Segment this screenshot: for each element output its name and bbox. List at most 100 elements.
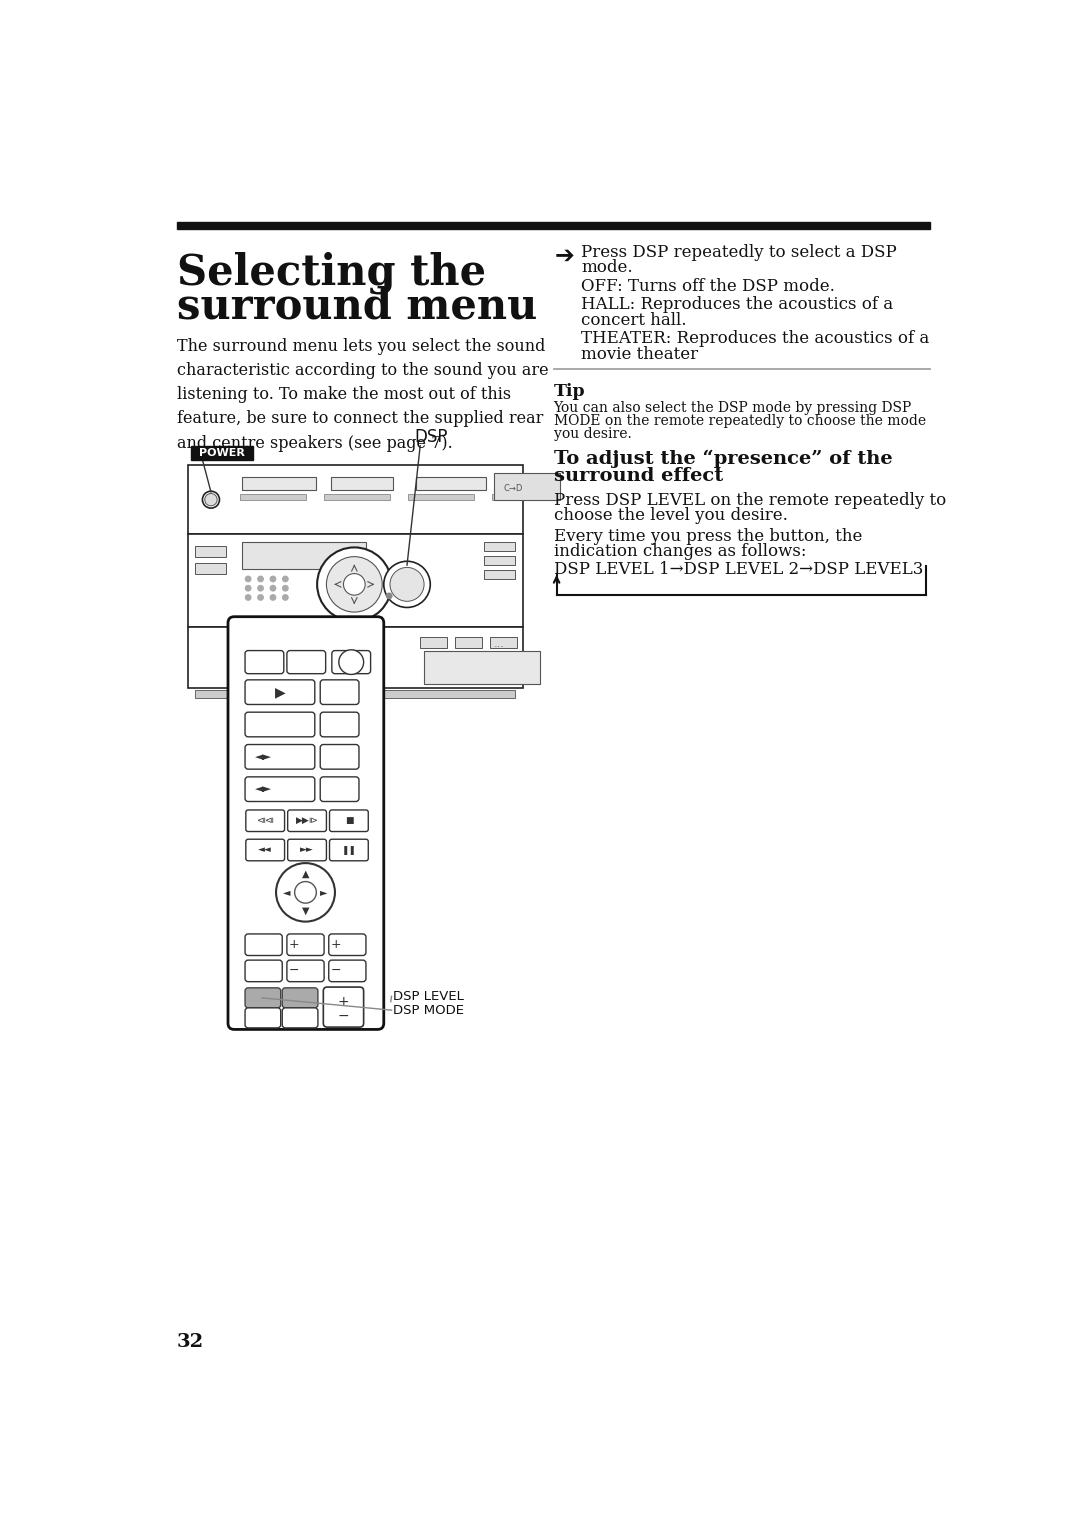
FancyBboxPatch shape [287, 934, 324, 955]
Bar [416, 477, 486, 491]
Circle shape [387, 593, 392, 598]
Text: surround effect: surround effect [554, 468, 723, 486]
FancyBboxPatch shape [246, 809, 284, 831]
FancyBboxPatch shape [321, 679, 359, 705]
FancyBboxPatch shape [287, 809, 326, 831]
Text: Press DSP LEVEL on the remote repeatedly to: Press DSP LEVEL on the remote repeatedly… [554, 492, 946, 509]
Bar [177, 222, 930, 228]
FancyBboxPatch shape [332, 650, 370, 673]
Circle shape [383, 561, 430, 607]
FancyBboxPatch shape [328, 934, 366, 955]
Bar [490, 636, 517, 648]
Bar [195, 690, 515, 698]
FancyBboxPatch shape [245, 777, 314, 802]
Ellipse shape [202, 491, 219, 507]
Bar [484, 556, 515, 566]
Bar [191, 446, 253, 460]
FancyBboxPatch shape [321, 745, 359, 770]
Text: ▼: ▼ [301, 906, 309, 915]
Circle shape [270, 595, 275, 599]
Text: Tip: Tip [554, 383, 585, 400]
Bar [491, 494, 557, 500]
FancyBboxPatch shape [245, 745, 314, 770]
Bar [332, 477, 393, 491]
FancyBboxPatch shape [246, 839, 284, 862]
Bar [455, 636, 482, 648]
Text: ➔: ➔ [555, 244, 575, 268]
Circle shape [258, 576, 264, 581]
Text: ⧏⧏: ⧏⧏ [256, 816, 274, 825]
Text: DSP MODE: DSP MODE [393, 1004, 464, 1016]
Bar [484, 570, 515, 579]
Text: OFF: Turns off the DSP mode.: OFF: Turns off the DSP mode. [581, 277, 835, 294]
FancyBboxPatch shape [321, 777, 359, 802]
Circle shape [270, 576, 275, 581]
Text: ◄►: ◄► [255, 785, 272, 794]
Circle shape [245, 586, 251, 590]
Bar [241, 494, 307, 500]
Text: ...: ... [494, 639, 504, 648]
Text: To adjust the “presence” of the: To adjust the “presence” of the [554, 449, 892, 468]
FancyBboxPatch shape [245, 1007, 281, 1029]
Circle shape [326, 556, 382, 612]
Text: ▶▶⧐: ▶▶⧐ [296, 816, 319, 825]
FancyBboxPatch shape [245, 650, 284, 673]
Text: DSP: DSP [414, 428, 447, 446]
FancyBboxPatch shape [323, 987, 364, 1027]
Bar [420, 636, 447, 648]
Text: ❚❚: ❚❚ [341, 846, 356, 854]
FancyBboxPatch shape [245, 934, 282, 955]
Text: POWER: POWER [199, 448, 245, 458]
Text: −: − [338, 1009, 349, 1023]
Circle shape [258, 586, 264, 590]
Text: ▶: ▶ [274, 685, 285, 699]
Bar [324, 494, 390, 500]
Text: Press DSP repeatedly to select a DSP: Press DSP repeatedly to select a DSP [581, 244, 897, 261]
Bar [408, 494, 474, 500]
Bar [424, 652, 540, 684]
FancyBboxPatch shape [287, 839, 326, 862]
Text: Selecting the: Selecting the [177, 251, 486, 294]
Text: The surround menu lets you select the sound
characteristic according to the soun: The surround menu lets you select the so… [177, 337, 549, 452]
Circle shape [258, 595, 264, 599]
FancyBboxPatch shape [287, 960, 324, 981]
FancyBboxPatch shape [282, 1007, 318, 1029]
Text: +: + [288, 938, 299, 950]
FancyBboxPatch shape [245, 960, 282, 981]
Text: surround menu: surround menu [177, 285, 537, 328]
Circle shape [343, 573, 365, 595]
FancyBboxPatch shape [245, 679, 314, 705]
Text: Every time you press the button, the: Every time you press the button, the [554, 529, 862, 546]
Text: ►►: ►► [300, 846, 314, 854]
Text: HALL: Reproduces the acoustics of a: HALL: Reproduces the acoustics of a [581, 296, 893, 313]
Circle shape [318, 547, 392, 621]
Text: MODE on the remote repeatedly to choose the mode: MODE on the remote repeatedly to choose … [554, 414, 926, 428]
Text: movie theater: movie theater [581, 345, 699, 363]
Text: you desire.: you desire. [554, 428, 631, 442]
FancyBboxPatch shape [228, 616, 383, 1030]
Text: You can also select the DSP mode by pressing DSP: You can also select the DSP mode by pres… [554, 402, 912, 415]
Text: +: + [338, 995, 349, 1009]
Bar [195, 546, 227, 556]
Circle shape [339, 650, 364, 675]
Circle shape [283, 576, 288, 581]
Bar [501, 477, 552, 491]
Text: −: − [288, 964, 299, 978]
Text: DSP LEVEL 1→DSP LEVEL 2→DSP LEVEL3: DSP LEVEL 1→DSP LEVEL 2→DSP LEVEL3 [554, 561, 923, 578]
Text: concert hall.: concert hall. [581, 311, 687, 328]
Text: C→D: C→D [503, 483, 523, 492]
Text: mode.: mode. [581, 259, 633, 276]
Text: ▲: ▲ [301, 869, 309, 878]
Text: indication changes as follows:: indication changes as follows: [554, 543, 806, 560]
Text: −: − [330, 964, 341, 978]
FancyBboxPatch shape [245, 713, 314, 737]
Text: ►: ► [321, 888, 328, 897]
Text: choose the level you desire.: choose the level you desire. [554, 506, 787, 524]
Circle shape [283, 595, 288, 599]
Circle shape [245, 576, 251, 581]
FancyBboxPatch shape [328, 960, 366, 981]
Bar [195, 563, 227, 573]
FancyBboxPatch shape [282, 987, 318, 1007]
Bar [242, 477, 315, 491]
Circle shape [270, 586, 275, 590]
